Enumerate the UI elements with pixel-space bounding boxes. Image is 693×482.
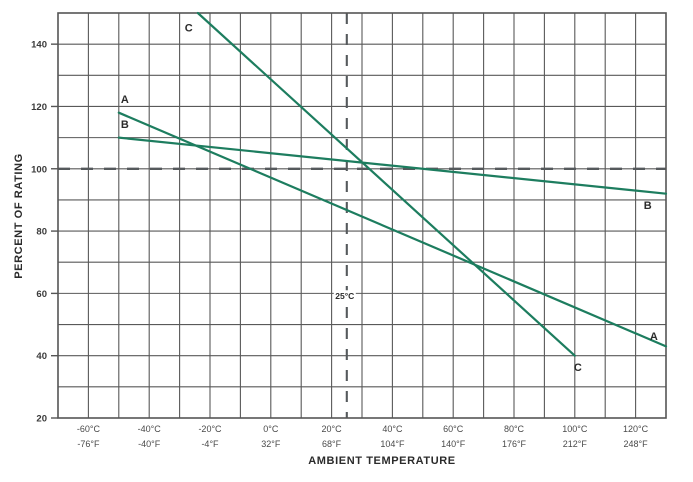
x-tick-label-fahrenheit: -76°F — [77, 439, 100, 449]
x-tick-label-celsius: 60°C — [443, 424, 464, 434]
y-axis-ticks: 140 120 100 80 60 40 20 — [31, 40, 58, 425]
series-line-c — [196, 11, 576, 357]
y-tick-label: 80 — [36, 227, 47, 238]
x-tick-label-fahrenheit: 140°F — [441, 439, 466, 449]
series-label-c-start: C — [185, 22, 193, 34]
x-tick-label-celsius: -60°C — [77, 424, 101, 434]
series-label-b-end: B — [644, 200, 652, 212]
annotation-backdrop — [333, 290, 356, 302]
x-tick-label-fahrenheit: -4°F — [201, 439, 219, 449]
data-series — [117, 11, 668, 357]
x-tick-label-celsius: -20°C — [198, 424, 222, 434]
x-axis-ticks: -60°C -76°F -40°C -40°F -20°C -4°F 0°C 32°F 20°C… — [77, 424, 649, 449]
y-tick-label: 140 — [31, 40, 47, 51]
y-tick-label: 20 — [36, 414, 47, 425]
x-axis-title: AMBIENT TEMPERATURE — [308, 455, 455, 467]
series-label-c-end: C — [574, 362, 582, 374]
plot-frame — [57, 12, 667, 419]
y-tick-label: 40 — [36, 351, 47, 362]
x-tick-label-fahrenheit: -40°F — [138, 439, 161, 449]
x-tick-label-celsius: 100°C — [562, 424, 588, 434]
y-axis-title: PERCENT OF RATING — [13, 153, 25, 279]
series-line-a — [117, 111, 668, 348]
x-tick-label-celsius: 80°C — [504, 424, 525, 434]
x-tick-label-fahrenheit: 248°F — [624, 439, 649, 449]
x-tick-label-fahrenheit: 68°F — [322, 439, 342, 449]
annotation-25c: 25°C — [335, 291, 354, 301]
chart-annotations: 25°C — [333, 290, 356, 302]
reference-lines — [58, 13, 666, 418]
series-label-a-end: A — [650, 331, 658, 343]
series-label-a-start: A — [121, 94, 129, 106]
x-tick-label-celsius: 0°C — [263, 424, 279, 434]
series-line-b — [117, 136, 668, 195]
x-tick-label-celsius: 40°C — [382, 424, 403, 434]
y-tick-label: 60 — [36, 289, 47, 300]
x-tick-label-celsius: 120°C — [623, 424, 649, 434]
y-tick-label: 120 — [31, 102, 47, 113]
series-labels: A A B B C C — [121, 22, 658, 374]
series-label-b-start: B — [121, 119, 129, 131]
x-tick-label-fahrenheit: 212°F — [563, 439, 588, 449]
x-tick-label-celsius: 20°C — [322, 424, 343, 434]
x-tick-label-fahrenheit: 104°F — [380, 439, 405, 449]
x-tick-label-fahrenheit: 176°F — [502, 439, 527, 449]
x-tick-label-celsius: -40°C — [138, 424, 162, 434]
y-tick-label: 100 — [31, 164, 47, 175]
x-tick-label-fahrenheit: 32°F — [261, 439, 281, 449]
